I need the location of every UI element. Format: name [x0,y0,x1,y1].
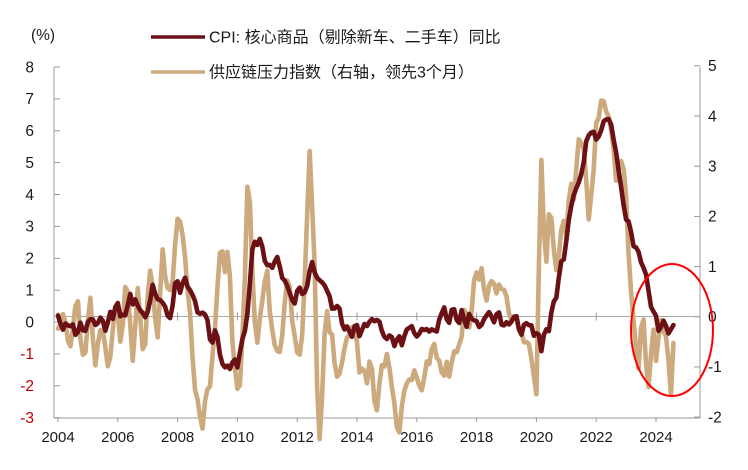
svg-text:7: 7 [25,91,34,108]
svg-text:CPI: 核心商品（剔除新车、二手车）同比: CPI: 核心商品（剔除新车、二手车）同比 [209,29,501,47]
svg-text:5: 5 [25,155,34,172]
svg-text:2020: 2020 [520,429,553,446]
svg-text:2016: 2016 [400,429,433,446]
svg-text:0: 0 [25,314,34,331]
svg-text:2012: 2012 [281,429,314,446]
svg-text:2018: 2018 [460,429,493,446]
svg-text:5: 5 [708,58,717,75]
svg-text:2: 2 [25,251,34,268]
svg-text:2004: 2004 [41,429,74,446]
svg-text:1: 1 [708,259,717,276]
svg-text:8: 8 [25,59,34,76]
svg-text:3: 3 [25,219,34,236]
svg-text:-1: -1 [708,359,722,376]
svg-text:2014: 2014 [340,429,373,446]
svg-text:-3: -3 [20,410,34,427]
svg-text:2022: 2022 [580,429,613,446]
svg-text:-2: -2 [708,409,722,426]
svg-text:2010: 2010 [221,429,254,446]
svg-text:2006: 2006 [101,429,134,446]
svg-text:-1: -1 [20,346,34,363]
svg-text:2: 2 [708,209,717,226]
svg-text:1: 1 [25,283,34,300]
svg-text:3: 3 [708,159,717,176]
svg-text:(%): (%) [31,27,55,44]
svg-text:4: 4 [708,108,717,125]
svg-text:-2: -2 [20,378,34,395]
svg-text:2024: 2024 [639,429,672,446]
svg-text:6: 6 [25,123,34,140]
svg-text:2008: 2008 [161,429,194,446]
svg-text:供应链压力指数（右轴，领先3个月）: 供应链压力指数（右轴，领先3个月） [209,63,474,82]
svg-text:4: 4 [25,187,34,204]
